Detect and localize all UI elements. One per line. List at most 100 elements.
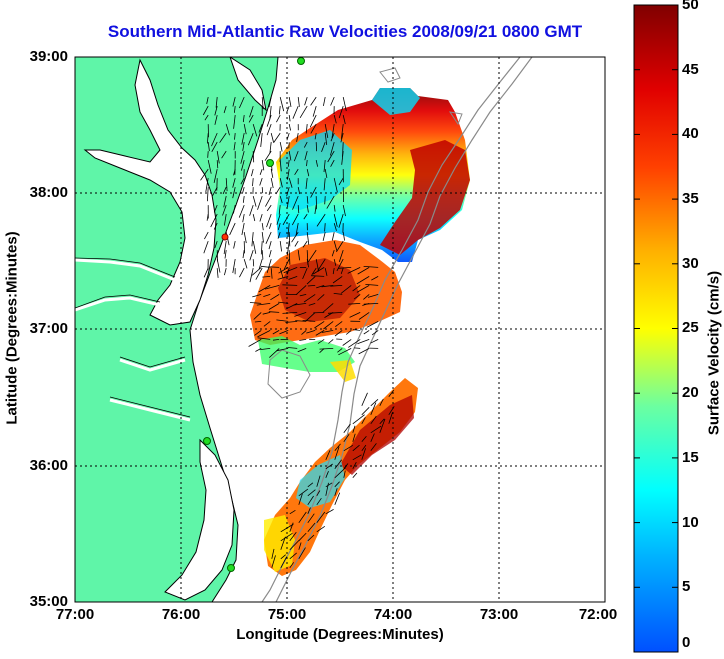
colorbar-tick-label: 50: [682, 0, 699, 13]
velocity-vector: [357, 267, 370, 275]
y-axis-label-text: Latitude (Degrees:Minutes): [3, 231, 21, 425]
velocity-vector: [324, 196, 326, 205]
velocity-vector: [297, 187, 301, 195]
velocity-vector: [361, 392, 368, 406]
velocity-vector: [200, 168, 209, 181]
velocity-vector: [343, 423, 351, 434]
velocity-vector: [331, 124, 335, 139]
velocity-vector: [306, 232, 310, 245]
velocity-vector: [249, 268, 254, 283]
velocity-vector: [337, 348, 343, 353]
x-tick-label: 77:00: [55, 606, 95, 623]
velocity-vector: [352, 433, 356, 442]
velocity-vector: [338, 177, 344, 186]
velocity-vector: [270, 169, 274, 178]
velocity-vector: [258, 258, 263, 270]
colorbar-tick-label: 15: [682, 449, 699, 466]
velocity-vector: [332, 268, 335, 275]
velocity-vector: [342, 339, 352, 346]
velocity-vector: [289, 540, 300, 551]
velocity-vector: [352, 285, 361, 292]
velocity-vector: [205, 178, 209, 192]
velocity-vector: [333, 115, 337, 124]
colorbar-ticks: [634, 69, 678, 588]
velocity-field-central-overlay: [278, 258, 360, 322]
velocity-vector: [349, 312, 361, 318]
velocity-vector: [203, 267, 209, 278]
velocity-vector: [216, 259, 221, 273]
velocity-vector: [326, 195, 335, 209]
radar-site-marker: [203, 437, 211, 445]
velocity-vector: [269, 222, 272, 229]
colorbar: [633, 4, 679, 653]
velocity-vector: [279, 195, 283, 204]
velocity-vector: [213, 169, 218, 183]
velocity-vector: [307, 249, 317, 263]
velocity-vector: [343, 444, 354, 452]
velocity-vector: [261, 160, 265, 171]
velocity-vector: [252, 151, 255, 163]
velocity-vector: [234, 133, 236, 140]
river-outline: [75, 257, 191, 418]
velocity-vector: [330, 96, 335, 106]
velocity-vector: [258, 123, 263, 133]
velocity-vector: [306, 160, 308, 167]
velocity-vector: [370, 425, 382, 434]
velocity-vector: [214, 106, 218, 116]
velocity-vector: [256, 303, 271, 306]
y-tick-label: 37:00: [29, 320, 68, 337]
velocity-vector: [307, 495, 314, 506]
velocity-vector: [331, 249, 335, 257]
velocity-vector: [252, 241, 257, 254]
bathymetry-contour: [379, 67, 463, 126]
colorbar-tick-label: 5: [682, 578, 691, 595]
velocity-vector: [288, 124, 291, 131]
velocity-vector: [223, 241, 227, 255]
velocity-vector: [215, 97, 218, 108]
velocity-vector: [352, 425, 356, 433]
velocity-vector: [323, 178, 326, 191]
velocity-vector: [242, 214, 245, 223]
velocity-vector: [338, 105, 344, 119]
velocity-vector: [258, 285, 271, 293]
velocity-vector: [298, 542, 302, 550]
velocity-vector: [216, 268, 219, 278]
velocity-vector: [261, 250, 264, 260]
velocity-vector: [333, 214, 338, 227]
velocity-vector: [223, 196, 227, 208]
velocity-vector: [288, 115, 291, 122]
velocity-vector: [270, 133, 274, 143]
velocity-vector: [321, 141, 326, 152]
velocity-vector: [252, 214, 256, 222]
velocity-vector: [204, 114, 209, 121]
velocity-vector: [306, 276, 316, 285]
velocity-vector: [294, 240, 299, 247]
velocity-vector: [273, 132, 281, 144]
velocity-vector: [352, 414, 365, 425]
velocity-vector: [361, 444, 367, 452]
velocity-vector: [371, 330, 379, 336]
velocity-vector: [328, 339, 334, 344]
velocity-vector: [314, 205, 317, 215]
velocity-vector: [358, 312, 370, 320]
velocity-vector: [334, 330, 343, 337]
velocity-vector: [312, 267, 325, 275]
velocity-vector: [367, 294, 379, 298]
velocity-vector: [286, 241, 290, 256]
velocity-vector: [334, 459, 343, 470]
velocity-vector: [370, 443, 377, 452]
velocity-vector: [304, 150, 308, 161]
velocity-vector: [257, 195, 263, 210]
velocity-vector: [299, 105, 308, 119]
velocity-vector: [334, 467, 346, 479]
velocity-vector: [266, 213, 272, 228]
velocity-vector: [309, 114, 317, 128]
velocity-vector: [333, 259, 337, 266]
velocity-vector: [325, 450, 331, 460]
velocity-vector: [251, 169, 254, 177]
velocity-vector: [289, 562, 295, 569]
velocity-vector: [288, 250, 291, 265]
velocity-vector: [321, 330, 334, 333]
velocity-vector: [333, 293, 343, 295]
velocity-vector: [277, 231, 281, 239]
